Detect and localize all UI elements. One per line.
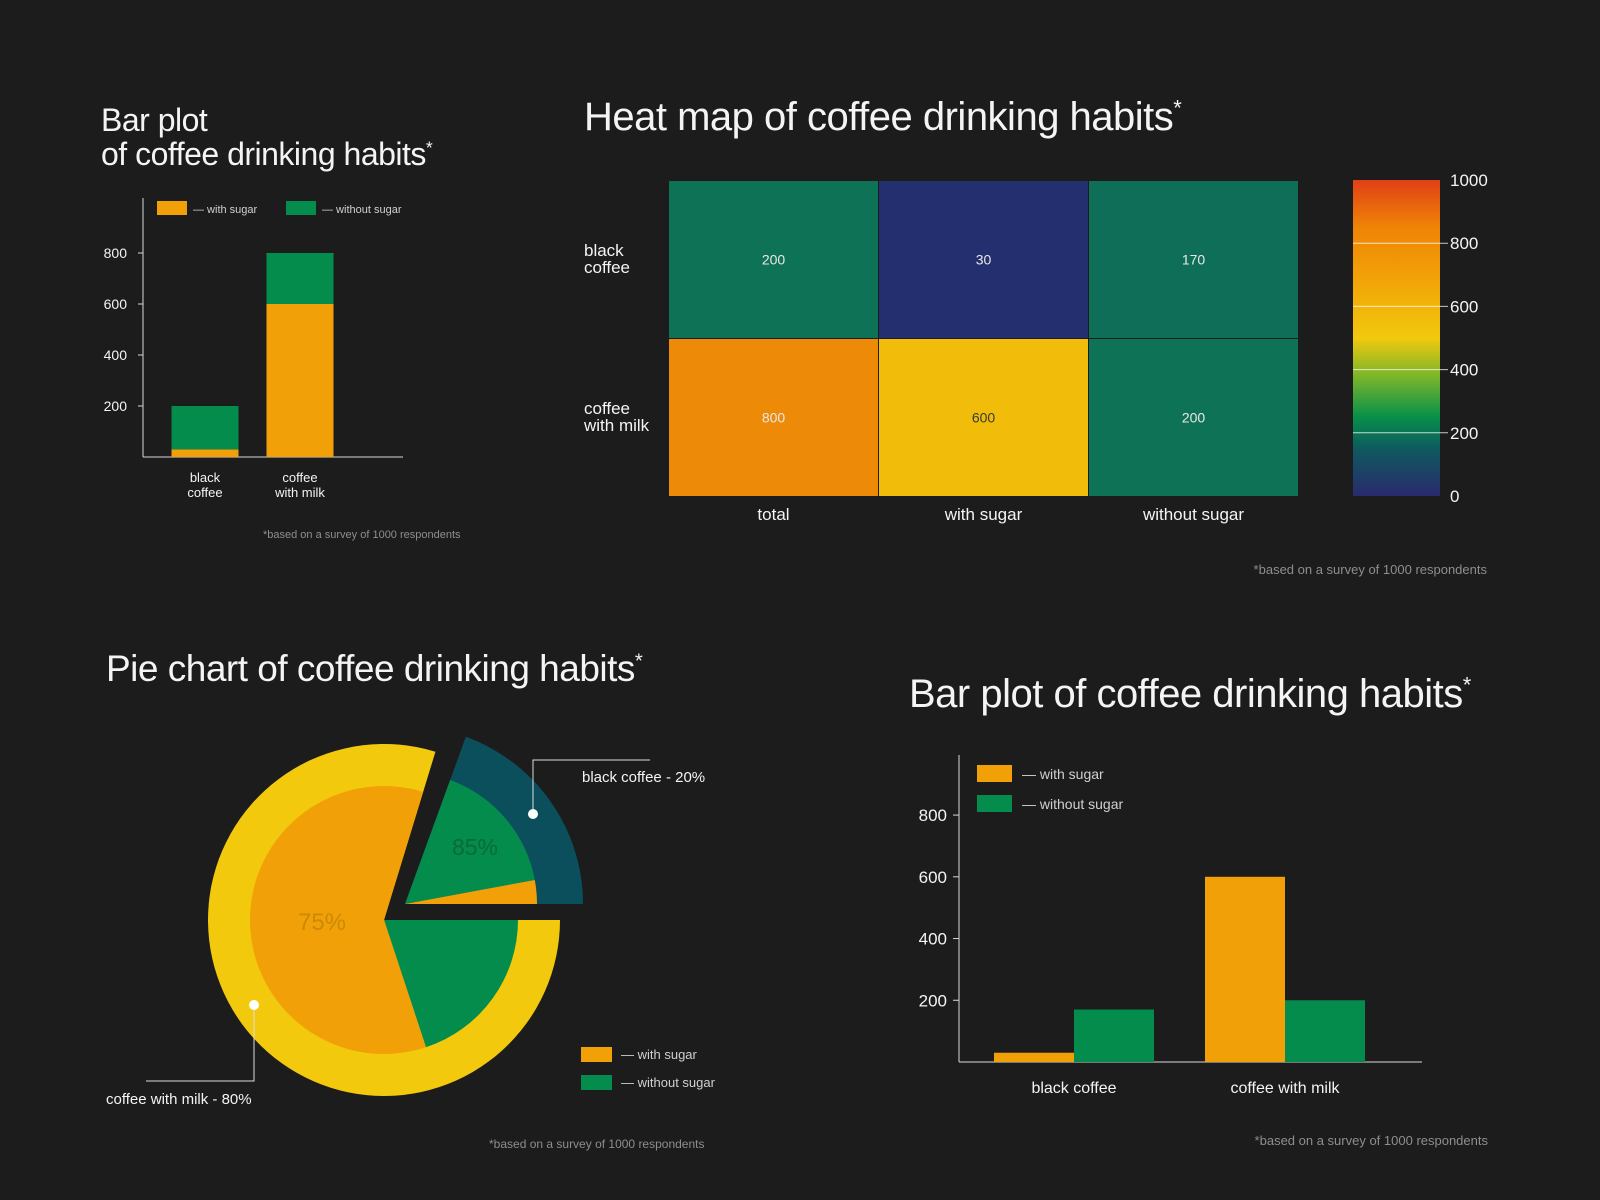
grouped-bar-title-text: Bar plot of coffee drinking habits bbox=[909, 672, 1463, 716]
stacked-bar-x-tick-label: coffee bbox=[282, 470, 317, 485]
stacked-bar-y-tick-label: 200 bbox=[104, 398, 128, 414]
heatmap-cell bbox=[669, 181, 878, 338]
grouped-bar-with-sugar-bar bbox=[1205, 876, 1285, 1062]
pie-black-callout-line bbox=[532, 759, 650, 814]
heatmap-column-label: without sugar bbox=[1142, 505, 1244, 524]
grouped-bar-x-tick-label: black coffee bbox=[1031, 1080, 1116, 1097]
heatmap-column-label: with sugar bbox=[944, 505, 1023, 524]
stacked-bar-x-tick-label: coffee bbox=[187, 485, 222, 500]
heatmap-cell bbox=[879, 339, 1088, 496]
heatmap-cell bbox=[669, 339, 878, 496]
heatmap-row-label: black bbox=[584, 241, 624, 260]
grouped-bar-legend-with-sugar-swatch bbox=[977, 765, 1012, 782]
grouped-bar-legend-with-sugar: — with sugar bbox=[977, 765, 1104, 782]
pie-chart: 75% 85% black coffee - 20% coffee with milk… bbox=[106, 736, 705, 1108]
heatmap-column-label: total bbox=[757, 505, 789, 524]
heatmap-colorbar-tick-label: 200 bbox=[1450, 424, 1478, 443]
heatmap-row-label: coffee bbox=[584, 258, 630, 277]
heatmap-title-text: Heat map of coffee drinking habits bbox=[584, 95, 1174, 139]
stacked-bar-x-tick-label: black bbox=[190, 470, 221, 485]
stacked-bar-y-tick-label: 800 bbox=[104, 245, 128, 261]
stacked-bar-with-sugar-bar bbox=[266, 304, 334, 457]
grouped-bar-with-sugar-bar bbox=[994, 1052, 1074, 1062]
pie-black-with-sugar-slice bbox=[405, 879, 537, 904]
stacked-bar-with-sugar-bar bbox=[171, 449, 239, 457]
grouped-bar-without-sugar-bar bbox=[1285, 1000, 1365, 1062]
heatmap-row-label: coffee bbox=[584, 399, 630, 418]
heatmap-footnote: *based on a survey of 1000 respondents bbox=[1253, 562, 1487, 577]
heatmap-row-label: with milk bbox=[583, 416, 650, 435]
stacked-bar-x-tick-label: with milk bbox=[274, 485, 325, 500]
heatmap-cell bbox=[879, 181, 1088, 338]
stacked-bar-without-sugar-bar bbox=[171, 406, 239, 450]
grouped-bar-x-tick-label: coffee with milk bbox=[1230, 1080, 1340, 1097]
pie-milk-with-sugar-slice bbox=[250, 786, 426, 1054]
grouped-bar-footnote: *based on a survey of 1000 respondents bbox=[1254, 1133, 1488, 1148]
stacked-bar-y-tick-label: 400 bbox=[104, 347, 128, 363]
pie-black-callout-label: black coffee - 20% bbox=[582, 769, 705, 786]
heatmap-colorbar bbox=[1353, 180, 1440, 496]
heatmap-title: Heat map of coffee drinking habits* bbox=[584, 95, 1182, 139]
stacked-bar-legend-label: — with sugar bbox=[193, 204, 258, 216]
heatmap-cell bbox=[1089, 181, 1298, 338]
grouped-bar-y-tick-label: 400 bbox=[919, 930, 947, 949]
grouped-bar-legend-without-sugar: — without sugar bbox=[977, 795, 1123, 812]
pie-title: Pie chart of coffee drinking habits* bbox=[106, 648, 643, 689]
stacked-bar-legend-swatch bbox=[157, 201, 187, 215]
pie-milk-callout-line bbox=[146, 1005, 255, 1082]
pie-milk-callout-label: coffee with milk - 80% bbox=[106, 1091, 252, 1108]
stacked-bar-y-tick-label: 600 bbox=[104, 296, 128, 312]
pie-legend-with-sugar-swatch bbox=[581, 1047, 612, 1062]
grouped-bar-legend-with-sugar-label: — with sugar bbox=[1022, 765, 1104, 782]
pie-milk-callout-dot bbox=[249, 1000, 259, 1010]
grouped-bar-y-tick-label: 200 bbox=[919, 991, 947, 1010]
heatmap-colorbar-tick-label: 0 bbox=[1450, 487, 1459, 506]
grouped-bar-chart: 200 400 600 800 black coffee coffee with milk bbox=[919, 755, 1422, 1097]
heatmap-cell-value: 600 bbox=[972, 410, 996, 426]
heatmap-colorbar-tick-label: 800 bbox=[1450, 234, 1478, 253]
pie-footnote: *based on a survey of 1000 respondents bbox=[489, 1137, 705, 1151]
stacked-bar-title-line1: Bar plot bbox=[101, 102, 208, 138]
grouped-bar-title: Bar plot of coffee drinking habits* bbox=[909, 673, 1471, 715]
pie-black-callout-dot bbox=[528, 809, 538, 819]
grouped-bar-y-tick-label: 600 bbox=[919, 868, 947, 887]
pie-black-without-sugar-slice bbox=[405, 779, 535, 904]
pie-legend-without-sugar: — without sugar bbox=[581, 1075, 715, 1090]
pie-title-text: Pie chart of coffee drinking habits bbox=[106, 648, 635, 689]
heatmap-cell-value: 800 bbox=[762, 410, 786, 426]
grouped-bar-y-tick-label: 800 bbox=[919, 806, 947, 825]
stacked-bar-legend-swatch bbox=[286, 201, 316, 215]
pie-legend-with-sugar: — with sugar bbox=[581, 1047, 697, 1062]
heatmap-colorbar-tick-label: 1000 bbox=[1450, 171, 1488, 190]
pie-legend-without-sugar-swatch bbox=[581, 1075, 612, 1090]
pie-legend-without-sugar-label: — without sugar bbox=[621, 1075, 715, 1090]
grouped-bar-title-mark: * bbox=[1462, 672, 1472, 698]
heatmap-title-mark: * bbox=[1173, 95, 1182, 121]
pie-milk-without-sugar-slice bbox=[384, 920, 518, 1048]
pie-title-mark: * bbox=[634, 650, 643, 673]
grouped-bar-without-sugar-bar bbox=[1074, 1009, 1154, 1062]
heatmap-cell-value: 200 bbox=[1182, 410, 1206, 426]
pie-black-inner-label: 85% bbox=[452, 834, 498, 860]
stacked-bar-title-mark: * bbox=[425, 136, 433, 157]
stacked-bar-legend-label: — without sugar bbox=[322, 204, 402, 216]
stacked-bar-without-sugar-bar bbox=[266, 253, 334, 304]
heatmap-cell-value: 200 bbox=[762, 252, 786, 268]
stacked-bar-title: Bar plot of coffee drinking habits* bbox=[101, 102, 433, 172]
grouped-bar-legend-without-sugar-label: — without sugar bbox=[1022, 795, 1124, 812]
grouped-bar-legend-without-sugar-swatch bbox=[977, 795, 1012, 812]
heatmap-colorbar-tick-label: 400 bbox=[1450, 361, 1478, 380]
stacked-bar-footnote: *based on a survey of 1000 respondents bbox=[263, 529, 461, 541]
pie-milk-inner-label: 75% bbox=[298, 909, 346, 936]
pie-legend-with-sugar-label: — with sugar bbox=[621, 1047, 697, 1062]
heatmap-cell-value: 30 bbox=[976, 252, 992, 268]
stacked-bar-title-line2: of coffee drinking habits bbox=[101, 135, 426, 172]
heatmap-colorbar-tick-label: 600 bbox=[1450, 297, 1478, 316]
heatmap-cell-value: 170 bbox=[1182, 252, 1206, 268]
heatmap-cell bbox=[1089, 339, 1298, 496]
